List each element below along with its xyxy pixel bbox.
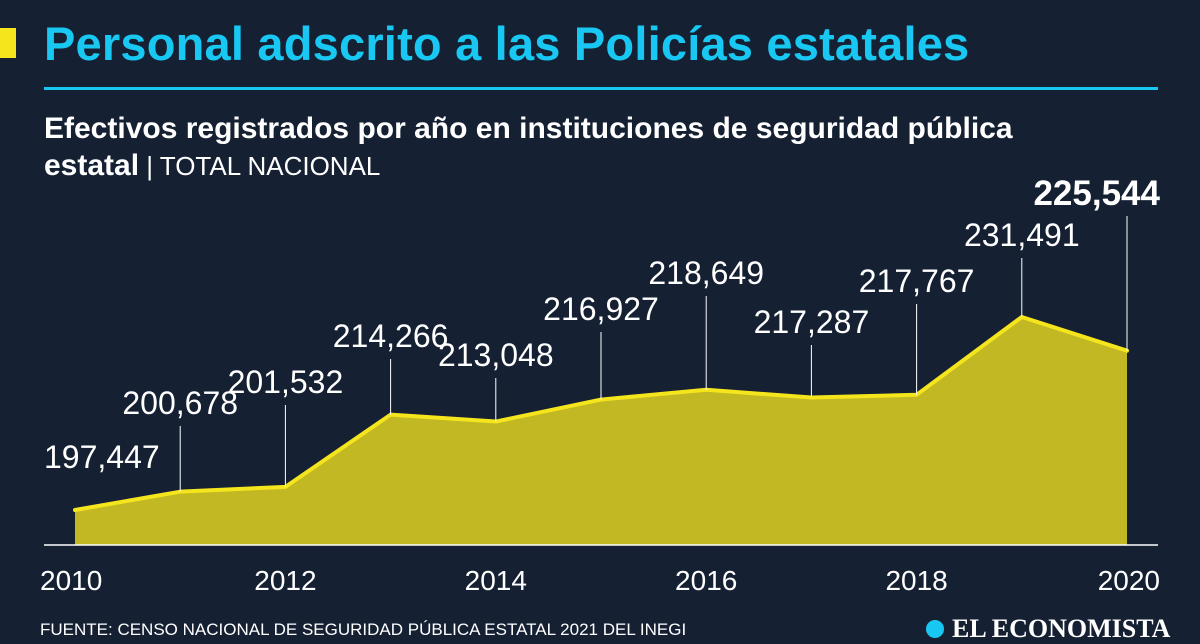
publisher-logo: EL ECONOMISTA (926, 614, 1170, 644)
x-tick-label: 2018 (885, 565, 947, 596)
data-label: 197,447 (44, 439, 160, 475)
data-label: 213,048 (438, 337, 554, 373)
data-label: 218,649 (648, 255, 764, 291)
data-label: 217,767 (859, 263, 975, 299)
data-label: 231,491 (964, 217, 1080, 253)
data-label: 216,927 (543, 291, 659, 327)
logo-dot-icon (926, 620, 944, 638)
x-tick-label: 2020 (1098, 565, 1160, 596)
subtitle-separator: | (139, 151, 160, 181)
data-label: 200,678 (122, 385, 238, 421)
area-fill (75, 317, 1127, 545)
data-label-highlight: 225,544 (1033, 174, 1160, 213)
subtitle-scope: TOTAL NACIONAL (159, 151, 381, 181)
data-label: 201,532 (228, 364, 344, 400)
chart-title: Personal adscrito a las Policías estatal… (44, 17, 970, 70)
accent-bar (0, 28, 16, 58)
x-tick-label: 2014 (465, 565, 527, 596)
logo-text: EL ECONOMISTA (952, 614, 1171, 643)
data-label: 217,287 (754, 304, 870, 340)
source-note: FUENTE: CENSO NACIONAL DE SEGURIDAD PÚBL… (40, 620, 687, 639)
title-rule (44, 87, 1158, 90)
data-label: 214,266 (333, 318, 449, 354)
chart-subtitle: Efectivos registrados por año en institu… (44, 110, 1094, 185)
x-tick-label: 2012 (254, 565, 316, 596)
x-tick-label: 2010 (40, 565, 102, 596)
subtitle-main: Efectivos registrados por año en institu… (44, 112, 1013, 182)
x-tick-label: 2016 (675, 565, 737, 596)
